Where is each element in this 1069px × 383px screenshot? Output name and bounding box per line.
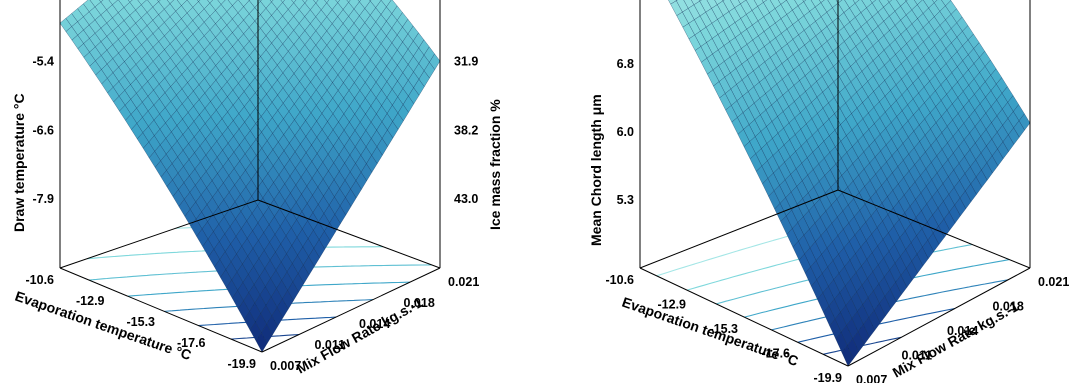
x-tick-label: -10.6 bbox=[26, 273, 55, 287]
base-edge-right bbox=[847, 267, 1031, 367]
z2-tick-label: 31.9 bbox=[454, 55, 478, 69]
surface-patch bbox=[346, 0, 351, 3]
y-tick-label: 0.021 bbox=[1038, 275, 1069, 289]
y-tick-label: 0.011 bbox=[315, 338, 346, 352]
surface-patch bbox=[870, 0, 877, 4]
x-tick-label: -19.9 bbox=[814, 371, 843, 383]
y-tick-label: 0.014 bbox=[947, 324, 978, 338]
response-surface bbox=[668, 0, 1031, 367]
z2-axis-label: Ice mass fraction % bbox=[487, 99, 503, 230]
z-tick-label: -6.6 bbox=[32, 123, 54, 137]
surface-patch bbox=[291, 0, 297, 4]
base-edge-back-right bbox=[257, 199, 441, 269]
bounding-box bbox=[59, 0, 441, 353]
x-tick-label: -19.9 bbox=[228, 357, 257, 371]
chart-right: -10.6 -12.9 -15.3 -17.6 -19.9 0.007 0.011 0.014… bbox=[588, 0, 1069, 383]
response-surface bbox=[59, 0, 441, 353]
surface-patch bbox=[313, 0, 319, 4]
base-edge-back-right bbox=[837, 189, 1031, 269]
bounding-box bbox=[639, 0, 1031, 367]
surface-patch bbox=[127, 0, 133, 3]
y-tick-label: 0.018 bbox=[993, 300, 1024, 314]
y-tick-label: 0.011 bbox=[902, 349, 933, 363]
surface-patch bbox=[841, 345, 854, 367]
x-tick-label: -12.9 bbox=[76, 294, 105, 308]
tick-labels: -10.6 -12.9 -15.3 -17.6 -19.9 0.007 0.011 0.014… bbox=[26, 55, 480, 373]
surface-patch bbox=[324, 0, 330, 4]
surface-patch bbox=[280, 0, 285, 3]
y-tick-label: 0.014 bbox=[359, 317, 390, 331]
base-edge-back-left bbox=[59, 199, 259, 269]
base-edge-left bbox=[59, 267, 263, 353]
base-edge-left bbox=[639, 267, 849, 367]
chart-left: -10.6 -12.9 -15.3 -17.6 -19.9 0.007 0.011 0.014… bbox=[11, 0, 503, 377]
y-tick-label: 0.021 bbox=[448, 275, 479, 289]
x-tick-label: -17.6 bbox=[177, 336, 206, 350]
surface-patch bbox=[207, 0, 214, 4]
surface-patch bbox=[887, 0, 892, 3]
z-tick-label: 6.0 bbox=[617, 125, 634, 139]
z-tick-label: 5.3 bbox=[617, 193, 634, 207]
z2-tick-label: 38.2 bbox=[454, 123, 478, 137]
x-tick-label: -17.6 bbox=[762, 347, 791, 361]
surface-patch bbox=[157, 0, 161, 2]
surface-patch bbox=[302, 0, 308, 4]
z-axis-label: Draw temperature °C bbox=[11, 93, 27, 232]
surface-patch bbox=[197, 0, 201, 2]
tick-labels: -10.6 -12.9 -15.3 -17.6 -19.9 0.007 0.011 0.014… bbox=[606, 0, 1069, 383]
surface-patch bbox=[269, 0, 274, 3]
z-tick-label: 7.5 bbox=[617, 0, 634, 3]
surface-patch bbox=[99, 0, 104, 3]
z-tick-label: 6.8 bbox=[617, 57, 634, 71]
y-tick-label: 0.007 bbox=[856, 373, 887, 383]
surface-patch bbox=[335, 0, 341, 3]
surface-patch bbox=[259, 0, 262, 2]
z-axis-label: Mean Chord length μm bbox=[588, 94, 604, 246]
z-tick-label: -7.9 bbox=[32, 192, 54, 206]
x-tick-label: -15.3 bbox=[127, 315, 156, 329]
base-edge-right bbox=[261, 267, 441, 353]
x-tick-label: -10.6 bbox=[606, 273, 635, 287]
surface-patch bbox=[357, 0, 361, 3]
base-edge-back-left bbox=[639, 189, 839, 269]
x-tick-label: -12.9 bbox=[658, 298, 687, 312]
y-tick-label: 0.007 bbox=[270, 359, 301, 373]
z2-tick-label: 43.0 bbox=[454, 192, 478, 206]
x-tick-label: -15.3 bbox=[710, 322, 739, 336]
surface-patch bbox=[255, 332, 268, 353]
z-tick-label: -5.4 bbox=[32, 55, 54, 69]
y-tick-label: 0.018 bbox=[404, 296, 435, 310]
surface-patch bbox=[932, 0, 938, 4]
